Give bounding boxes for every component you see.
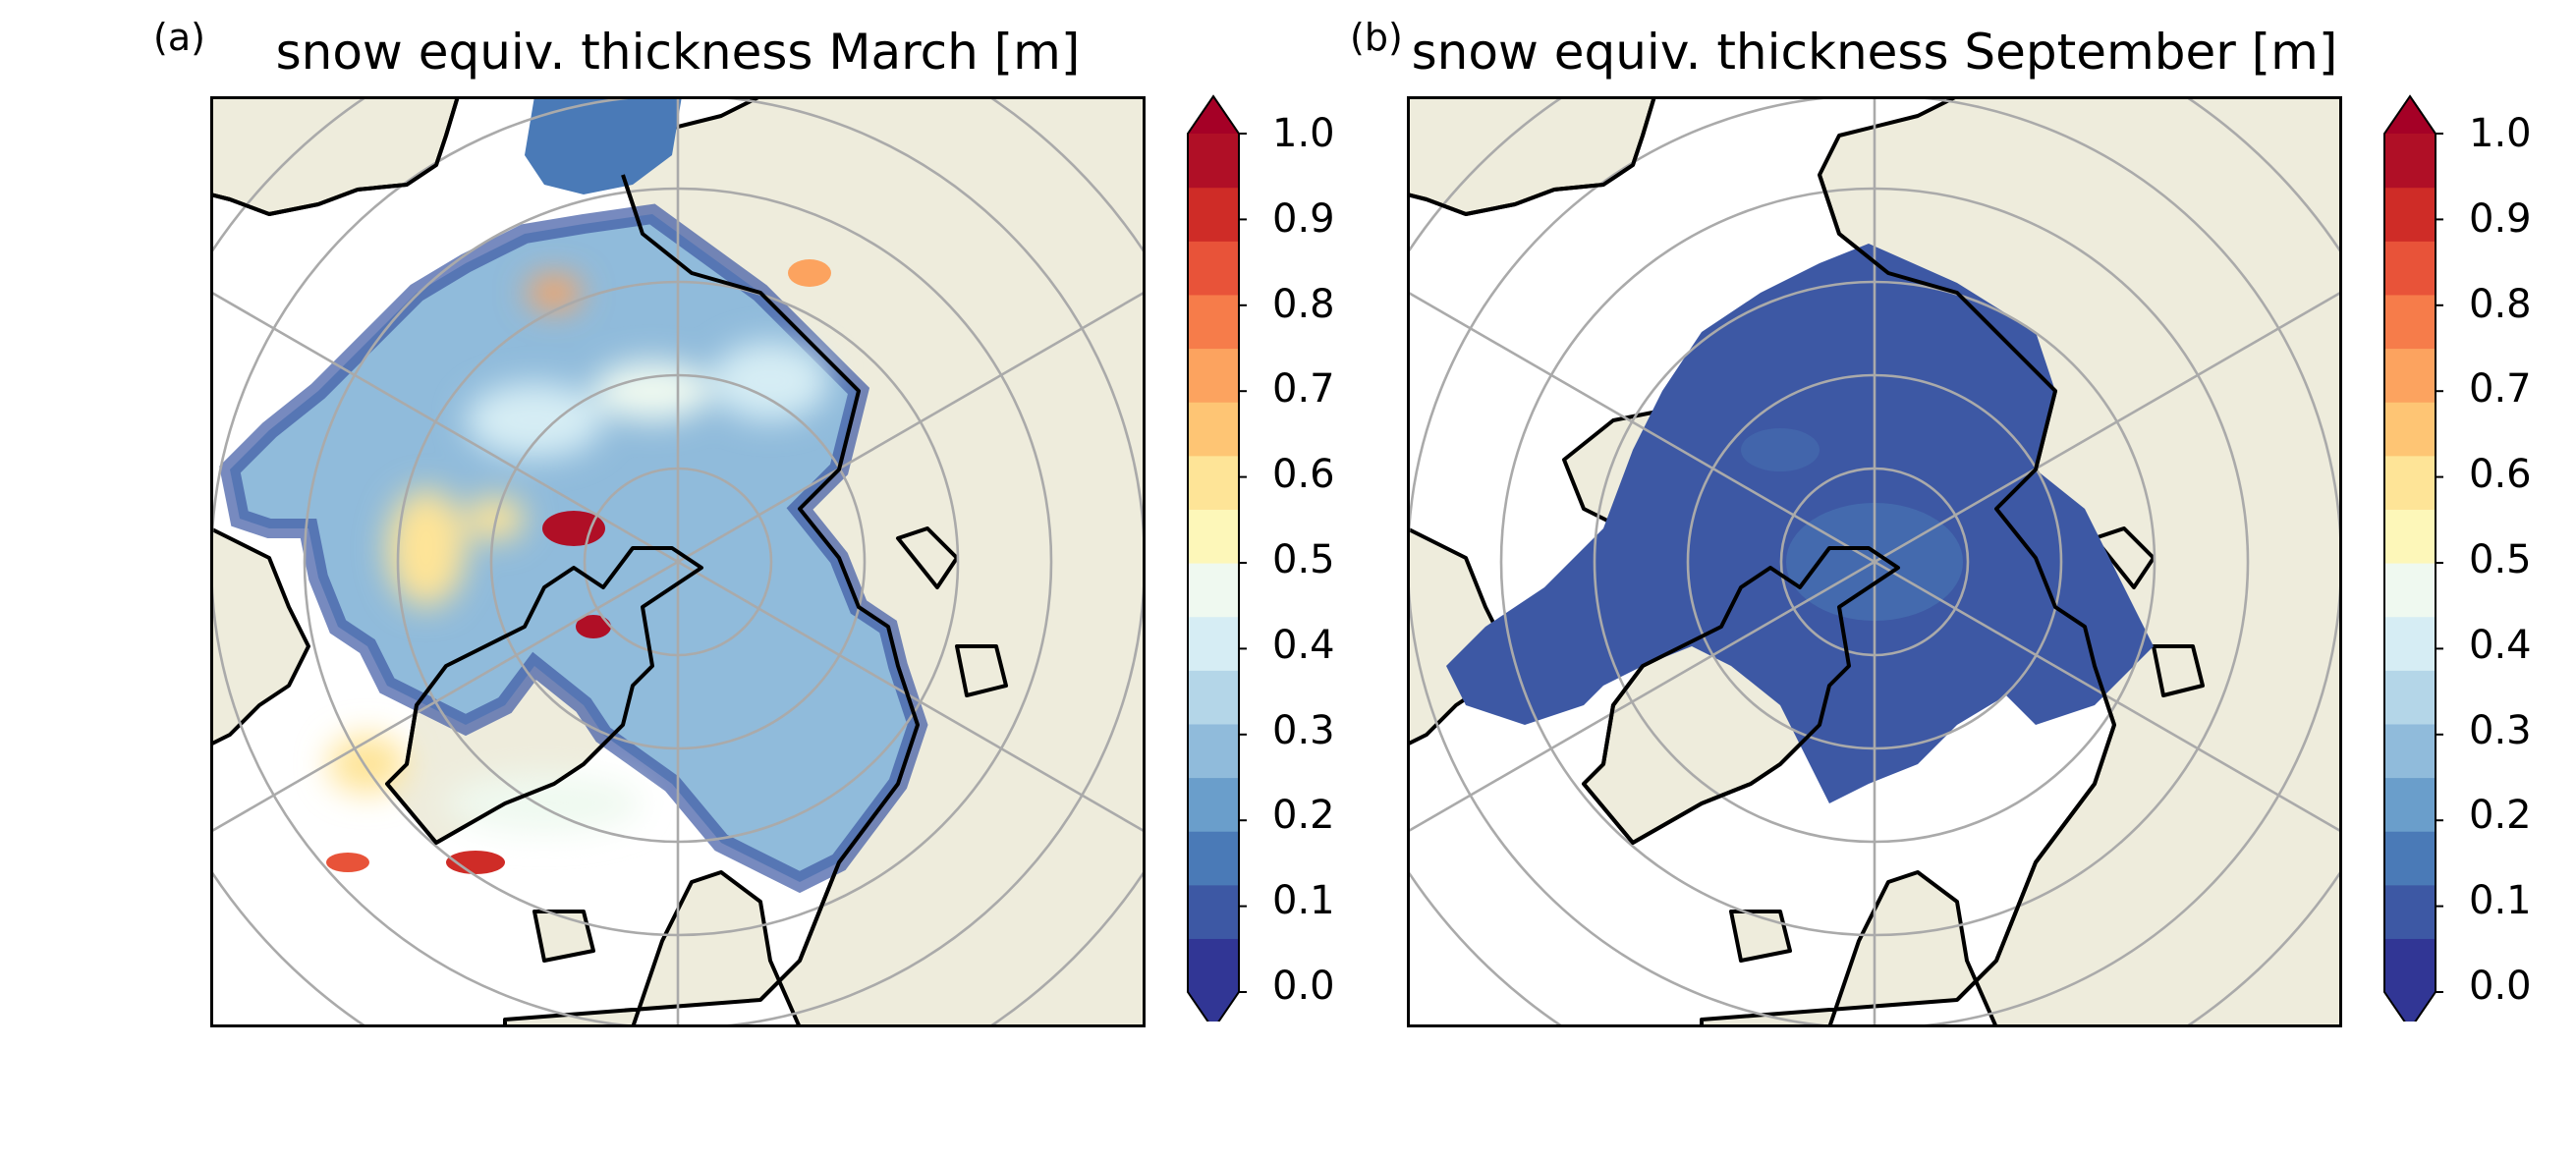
colorbar-segment	[2384, 938, 2436, 993]
colorbar-segment	[2384, 884, 2436, 939]
colorbar-segment	[2384, 723, 2436, 779]
colorbar-extend-max	[2384, 96, 2436, 134]
colorbar-extend-min	[2384, 992, 2436, 1022]
coastline	[1407, 96, 2116, 1002]
colorbar-segment	[1188, 777, 1239, 832]
colorbar-tick-label: 0.5	[1272, 537, 1335, 582]
colorbar-tick-label: 0.3	[2469, 708, 2532, 753]
colorbar-segment	[2384, 831, 2436, 886]
colorbar-segment	[2384, 616, 2436, 671]
colorbar-segment	[2384, 455, 2436, 510]
colorbar-tick-label: 0.0	[1272, 964, 1335, 1009]
colorbar-march	[1187, 94, 1247, 1022]
colorbar-segment	[2384, 187, 2436, 242]
colorbar-tick-label: 0.1	[2469, 878, 2532, 923]
coastline	[210, 96, 920, 1002]
colorbar-segment	[1188, 563, 1239, 618]
colorbar-tick-label: 0.7	[2469, 366, 2532, 412]
colorbar-segment	[2384, 670, 2436, 725]
colorbar-tick-label: 0.8	[1272, 282, 1335, 327]
colorbar-segment	[1188, 187, 1239, 242]
colorbar-tick-label: 0.6	[1272, 452, 1335, 497]
colorbar-segment	[1188, 938, 1239, 993]
colorbar-segment	[2384, 509, 2436, 564]
colorbar-segment	[2384, 402, 2436, 457]
colorbar-september	[2383, 94, 2443, 1022]
colorbar-segment	[1188, 241, 1239, 296]
colorbar-segment	[2384, 777, 2436, 832]
arctic-map-september	[1407, 96, 2342, 1027]
colorbar-segment	[1188, 670, 1239, 725]
colorbar-segment	[2384, 563, 2436, 618]
colorbar-segment	[1188, 402, 1239, 457]
map-title: snow equiv. thickness March [m]	[275, 24, 1081, 81]
colorbar-segment	[1188, 509, 1239, 564]
colorbar-tick-label: 0.3	[1272, 708, 1335, 753]
colorbar-segment	[1188, 455, 1239, 510]
colorbar-tick-label: 0.9	[1272, 196, 1335, 242]
colorbar-segment	[2384, 134, 2436, 189]
colorbar-segment	[1188, 723, 1239, 779]
colorbar-tick-label: 0.2	[1272, 793, 1335, 838]
colorbar-segment	[1188, 294, 1239, 350]
colorbar-segment	[1188, 616, 1239, 671]
colorbar-tick-label: 0.0	[2469, 964, 2532, 1009]
colorbar-segment	[1188, 348, 1239, 403]
colorbar-segment	[1188, 134, 1239, 189]
colorbar-extend-min	[1188, 992, 1239, 1022]
colorbar-segment	[2384, 294, 2436, 350]
colorbar-extend-max	[1188, 96, 1239, 134]
colorbar-tick-label: 0.2	[2469, 793, 2532, 838]
panel-letter: (a)	[153, 16, 205, 59]
colorbar-tick-label: 1.0	[1272, 111, 1335, 156]
colorbar-tick-label: 0.4	[1272, 623, 1335, 668]
colorbar-segment	[1188, 884, 1239, 939]
colorbar-segment	[2384, 241, 2436, 296]
colorbar-tick-label: 0.4	[2469, 623, 2532, 668]
colorbar-tick-label: 0.1	[1272, 878, 1335, 923]
colorbar-tick-label: 0.7	[1272, 366, 1335, 412]
colorbar-tick-label: 0.9	[2469, 196, 2532, 242]
colorbar-tick-label: 0.8	[2469, 282, 2532, 327]
panel-letter: (b)	[1350, 16, 1403, 59]
colorbar-tick-label: 0.6	[2469, 452, 2532, 497]
colorbar-tick-label: 1.0	[2469, 111, 2532, 156]
map-title: snow equiv. thickness September [m]	[1411, 24, 2338, 81]
colorbar-segment	[2384, 348, 2436, 403]
colorbar-tick-label: 0.5	[2469, 537, 2532, 582]
arctic-map-march	[210, 96, 1146, 1027]
colorbar-segment	[1188, 831, 1239, 886]
